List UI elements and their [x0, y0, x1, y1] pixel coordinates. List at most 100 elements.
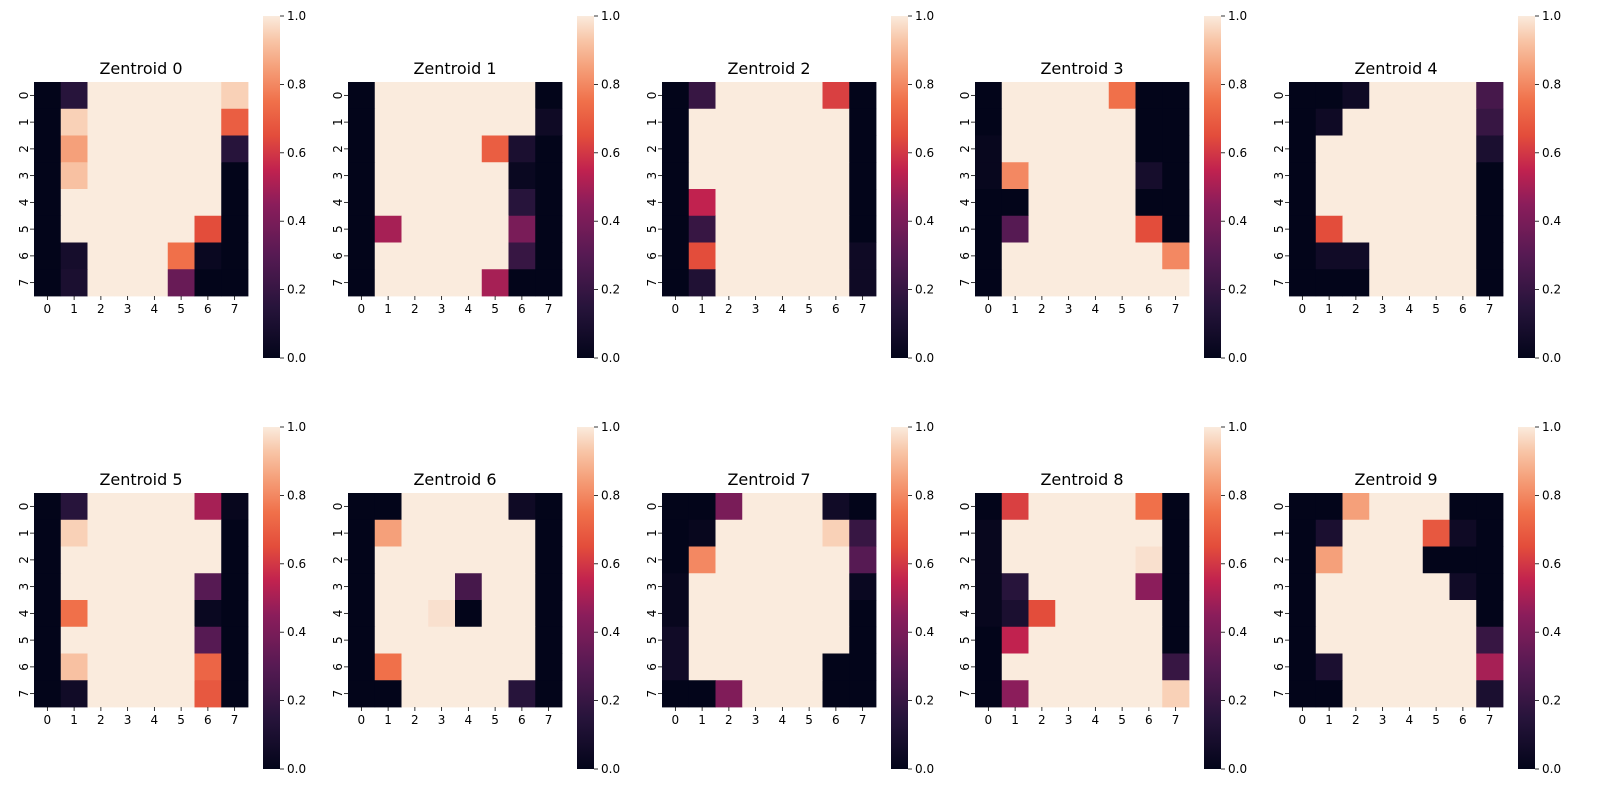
heatmap-cell — [769, 162, 797, 190]
heatmap-cell — [221, 215, 249, 243]
colorbar — [263, 16, 280, 358]
heatmap-cell — [348, 242, 376, 270]
heatmap-cell — [1315, 82, 1343, 110]
x-tick-label: 4 — [1406, 713, 1414, 727]
heatmap-cell — [662, 600, 690, 628]
heatmap-cell — [742, 82, 770, 110]
y-tick-label: 7 — [331, 690, 345, 698]
heatmap-cell — [428, 135, 456, 163]
heatmap-cell — [822, 215, 850, 243]
heatmap-panel-5: Zentroid 5 0 1 2 3 4 5 6 7 0 1 2 3 4 5 6 7 0.0 0.2 0.4 0.6 0.… — [17, 420, 306, 776]
x-tick-label: 2 — [97, 713, 105, 727]
heatmap-cell — [455, 519, 483, 547]
heatmap-cell — [795, 680, 823, 708]
colorbar-tick-label: 0.2 — [287, 283, 306, 297]
colorbar-tick-label: 0.0 — [601, 351, 620, 365]
heatmap-cell — [1369, 82, 1397, 110]
heatmap-cell — [114, 82, 142, 110]
heatmap-cell — [401, 573, 429, 601]
heatmap-cell — [1315, 493, 1343, 521]
y-tick-label: 4 — [645, 199, 659, 207]
heatmap-cell — [141, 135, 169, 163]
y-tick-label: 1 — [645, 118, 659, 126]
heatmap-cell — [975, 573, 1003, 601]
heatmap-cell — [1369, 162, 1397, 190]
heatmap-cell — [742, 162, 770, 190]
heatmap-cell — [1135, 600, 1163, 628]
heatmap-cell — [401, 242, 429, 270]
heatmap-cell — [1108, 546, 1136, 574]
heatmap-cell — [141, 242, 169, 270]
heatmap-cell — [1082, 269, 1110, 297]
heatmap-cell — [1289, 626, 1317, 654]
heatmap-cell — [1055, 269, 1083, 297]
heatmap-cell — [1108, 519, 1136, 547]
heatmap-cell — [87, 546, 115, 574]
x-tick-label: 5 — [491, 302, 499, 316]
x-tick-label: 3 — [438, 713, 446, 727]
heatmap-cell — [60, 189, 88, 217]
heatmap-cell — [1476, 519, 1504, 547]
x-tick-label: 0 — [672, 302, 680, 316]
heatmap-cell — [742, 135, 770, 163]
y-tick-label: 3 — [958, 172, 972, 180]
heatmap-cell — [34, 269, 62, 297]
heatmap-cell — [715, 108, 743, 136]
heatmap-cell — [34, 653, 62, 681]
x-tick-label: 5 — [1118, 713, 1126, 727]
heatmap-cell — [742, 215, 770, 243]
heatmap-cell — [822, 189, 850, 217]
heatmap-cell — [1315, 546, 1343, 574]
heatmap-cell — [1289, 573, 1317, 601]
heatmap-cell — [374, 82, 402, 110]
heatmap-cell — [1315, 108, 1343, 136]
heatmap-cell — [1001, 546, 1029, 574]
x-tick-label: 6 — [832, 713, 840, 727]
heatmap-cell — [1449, 680, 1477, 708]
heatmap-cell — [795, 135, 823, 163]
heatmap-cell — [715, 82, 743, 110]
heatmap-cell — [1396, 653, 1424, 681]
heatmap-cell — [822, 653, 850, 681]
heatmap-cell — [822, 680, 850, 708]
heatmap-cell — [1369, 573, 1397, 601]
heatmap-cell — [167, 626, 195, 654]
heatmap-cell — [795, 626, 823, 654]
heatmap-cell — [662, 680, 690, 708]
heatmap-cell — [428, 573, 456, 601]
colorbar-tick-label: 0.6 — [287, 557, 306, 571]
heatmap-cell — [1108, 626, 1136, 654]
heatmap-cell — [1369, 600, 1397, 628]
heatmap-cell — [1082, 215, 1110, 243]
x-tick-label: 4 — [1406, 302, 1414, 316]
heatmap-cell — [428, 82, 456, 110]
x-tick-label: 6 — [832, 302, 840, 316]
x-tick-label: 3 — [124, 302, 132, 316]
heatmap-cell — [662, 242, 690, 270]
heatmap-cell — [1476, 189, 1504, 217]
x-tick-label: 4 — [779, 302, 787, 316]
heatmap-cell — [1315, 189, 1343, 217]
heatmap-cell — [348, 680, 376, 708]
y-tick-label: 6 — [331, 663, 345, 671]
x-tick-label: 0 — [985, 713, 993, 727]
heatmap-cell — [975, 215, 1003, 243]
heatmap-cell — [1162, 135, 1190, 163]
heatmap-cell — [34, 573, 62, 601]
heatmap-cell — [374, 573, 402, 601]
y-tick-label: 1 — [645, 529, 659, 537]
heatmap-cell — [374, 135, 402, 163]
heatmap-cell — [1001, 653, 1029, 681]
colorbar — [263, 427, 280, 769]
heatmap-cell — [455, 573, 483, 601]
heatmap-cell — [34, 82, 62, 110]
heatmap-cell — [194, 215, 222, 243]
heatmap-cell — [481, 108, 509, 136]
x-tick-label: 2 — [1038, 302, 1046, 316]
heatmap-cell — [428, 269, 456, 297]
heatmap-cell — [1342, 242, 1370, 270]
heatmap-cell — [194, 546, 222, 574]
heatmap-cell — [401, 546, 429, 574]
heatmap-cell — [1476, 108, 1504, 136]
heatmap-cell — [455, 242, 483, 270]
